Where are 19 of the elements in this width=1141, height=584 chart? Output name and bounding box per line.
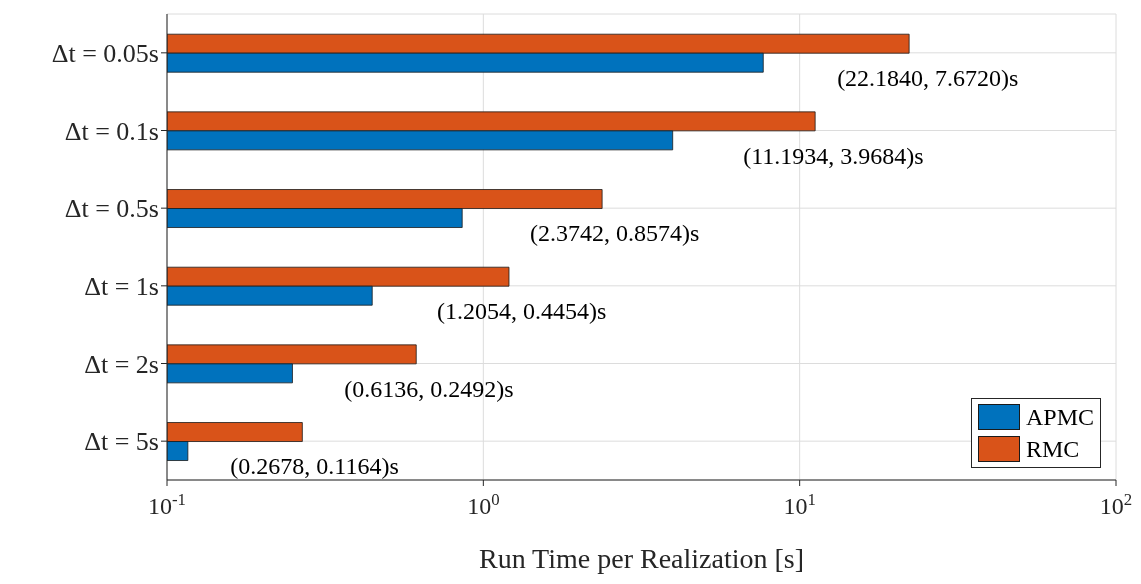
x-tick-label: 10$^{0}$ xyxy=(467,489,500,519)
annotation: (0.6136, 0.2492)s xyxy=(344,375,514,402)
annotation: (1.2054, 0.4454)s xyxy=(437,297,607,324)
annotation: (0.2678, 0.1164)s xyxy=(230,453,399,480)
x-tick-label: 10$^{2}$ xyxy=(1099,489,1133,519)
annotation: (2.3742, 0.8574)s xyxy=(530,220,700,247)
x-axis-title: Run Time per Realization [s] xyxy=(478,543,805,574)
annotation: (22.1840, 7.6720)s xyxy=(837,64,1019,91)
annotation: (11.1934, 3.9684)s xyxy=(743,142,924,169)
x-tick-label: 10$^{1}$ xyxy=(783,489,816,519)
legend-label: APMC xyxy=(1025,403,1094,432)
legend-label: RMC xyxy=(1025,435,1080,464)
y-tick-label: Δt = 2s xyxy=(84,349,159,379)
y-tick-label: Δt = 0.1s xyxy=(64,116,159,146)
y-tick-label: Δt = 5s xyxy=(84,427,159,457)
y-tick-label: Δt = 1s xyxy=(84,272,159,302)
y-tick-label: Δt = 0.5s xyxy=(64,194,159,224)
y-tick-label: Δt = 0.05s xyxy=(51,39,159,69)
x-tick-label: 10$^{-1}$ xyxy=(148,489,186,519)
